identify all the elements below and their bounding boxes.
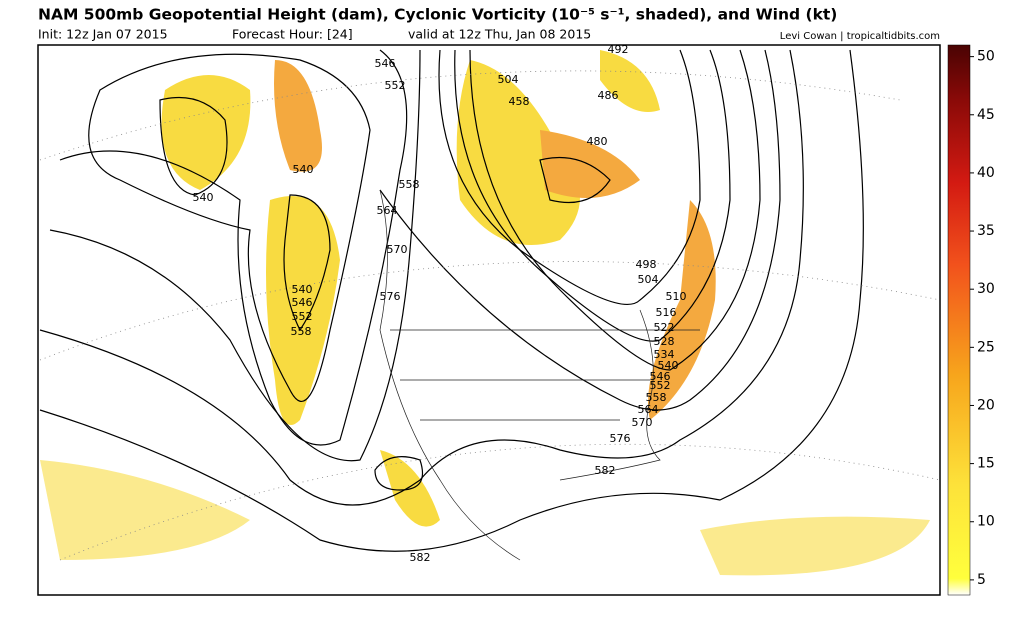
contour-label: 486	[598, 89, 619, 102]
contour-label: 510	[666, 290, 687, 303]
contour-label: 582	[410, 551, 431, 564]
contour-label: 540	[293, 163, 314, 176]
contour-label: 540	[292, 283, 313, 296]
contour-label: 498	[636, 258, 657, 271]
contour-label: 576	[610, 432, 631, 445]
credit: Levi Cowan | tropicaltidbits.com	[780, 31, 940, 42]
colorbar-tick-label: 50	[977, 49, 995, 65]
contour-label: 570	[632, 416, 653, 429]
height-contours	[39, 49, 864, 552]
contour-label: 540	[658, 359, 679, 372]
colorbar-tick-label: 15	[977, 456, 995, 472]
contour-label: 552	[385, 79, 406, 92]
contour-label: 552	[292, 310, 313, 323]
contour-label: 546	[650, 370, 671, 383]
contour-label: 522	[654, 321, 675, 334]
contour-label: 492	[608, 43, 629, 56]
contour-label: 546	[292, 296, 313, 309]
valid-time: valid at 12z Thu, Jan 08 2015	[408, 27, 591, 42]
contour-label: 564	[638, 403, 659, 416]
contour-label: 504	[638, 273, 659, 286]
contour-label: 458	[509, 95, 530, 108]
contour-label: 504	[498, 73, 519, 86]
contour-label: 564	[377, 204, 398, 217]
colorbar-tick-label: 5	[977, 572, 986, 588]
contour-label: 528	[654, 335, 675, 348]
graticule	[39, 70, 941, 561]
contour-label: 552	[650, 379, 671, 392]
colorbar	[947, 44, 971, 596]
title: NAM 500mb Geopotential Height (dam), Cyc…	[38, 6, 837, 24]
contour-label: 558	[646, 391, 667, 404]
colorbar-tick-label: 20	[977, 397, 995, 413]
colorbar-tick-label: 35	[977, 223, 995, 239]
contour-label: 558	[399, 178, 420, 191]
colorbar-tick-label: 25	[977, 339, 995, 355]
colorbar-tick-label: 10	[977, 514, 995, 530]
colorbar-tick-label: 40	[977, 165, 995, 181]
contour-label: 546	[375, 57, 396, 70]
contour-label: 540	[193, 191, 214, 204]
init: Init: 12z Jan 07 2015	[38, 27, 168, 42]
coastlines	[379, 189, 700, 561]
contour-label: 534	[654, 348, 675, 361]
contour-label: 570	[387, 243, 408, 256]
contour-label: 576	[380, 290, 401, 303]
contour-label: 558	[291, 325, 312, 338]
forecast-hour: Forecast Hour: [24]	[232, 27, 353, 42]
contour-label: 480	[587, 135, 608, 148]
colorbar-tick-label: 30	[977, 281, 995, 297]
contour-label: 516	[656, 306, 677, 319]
colorbar-tick-label: 45	[977, 107, 995, 123]
contour-label: 582	[595, 464, 616, 477]
